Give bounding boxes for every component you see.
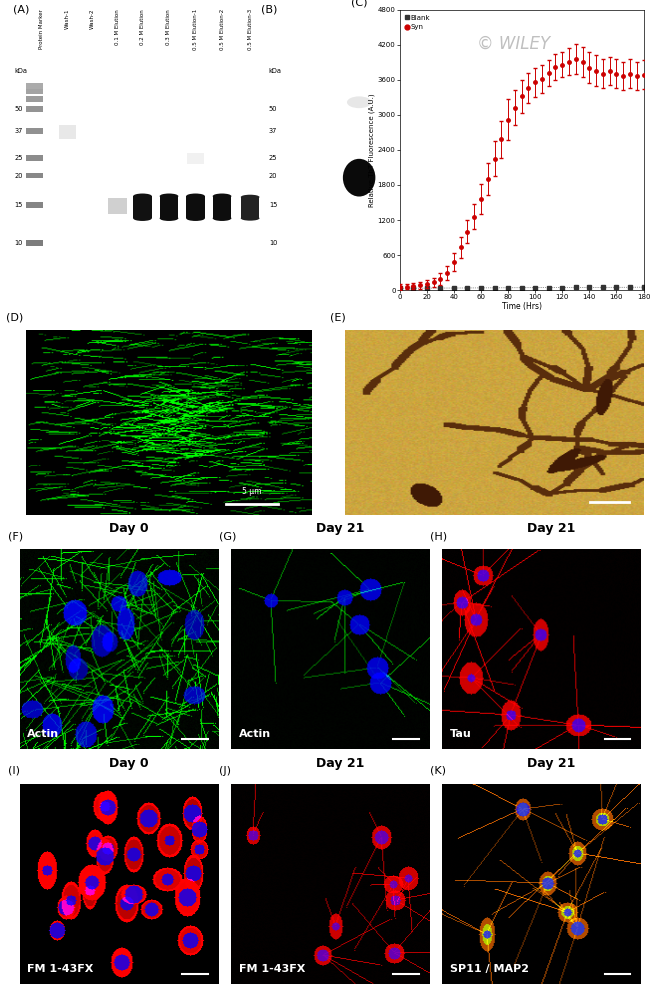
Text: SP11 / MAP2: SP11 / MAP2: [450, 964, 529, 974]
Ellipse shape: [240, 195, 259, 200]
Text: Day 0: Day 0: [109, 522, 148, 535]
Bar: [26, 240, 44, 246]
Text: 0.2 M Elution: 0.2 M Elution: [140, 9, 145, 45]
Text: FM 1-43FX: FM 1-43FX: [239, 964, 305, 974]
Text: Protein Marker: Protein Marker: [38, 9, 44, 48]
Text: (B): (B): [261, 4, 278, 15]
Text: © WILEY: © WILEY: [477, 35, 550, 52]
Text: 5 μm: 5 μm: [242, 488, 262, 496]
Ellipse shape: [186, 194, 205, 199]
Text: Day 21: Day 21: [527, 522, 575, 535]
Text: (F): (F): [8, 531, 23, 541]
Text: Tau: Tau: [450, 729, 472, 739]
Text: Day 21: Day 21: [316, 522, 364, 535]
Text: 15: 15: [14, 202, 23, 208]
Ellipse shape: [133, 216, 152, 221]
Text: (H): (H): [430, 531, 447, 541]
Ellipse shape: [347, 96, 371, 108]
Text: Actin: Actin: [27, 729, 60, 739]
Bar: [26, 202, 44, 208]
Text: Day 21: Day 21: [316, 757, 364, 769]
Text: 0.3 M Elution: 0.3 M Elution: [166, 9, 172, 45]
Text: 25: 25: [269, 155, 278, 161]
Text: 20: 20: [14, 172, 23, 179]
Text: 50: 50: [14, 106, 23, 112]
Text: 0.5 M Elution-3: 0.5 M Elution-3: [248, 9, 253, 50]
Text: (J): (J): [219, 765, 231, 775]
Bar: [240, 197, 259, 219]
Text: 10: 10: [14, 240, 23, 246]
Ellipse shape: [160, 194, 178, 199]
Text: 37: 37: [14, 129, 23, 135]
Ellipse shape: [213, 216, 231, 221]
Text: Wash-1: Wash-1: [65, 9, 70, 30]
Text: 20: 20: [269, 172, 278, 179]
Text: (D): (D): [6, 313, 23, 322]
Text: kDa: kDa: [269, 68, 282, 74]
Bar: [186, 196, 205, 219]
Bar: [26, 129, 44, 135]
Text: 10: 10: [269, 240, 277, 246]
Bar: [59, 126, 76, 138]
Ellipse shape: [240, 216, 259, 221]
Text: kDa: kDa: [14, 68, 27, 74]
Text: Day 21: Day 21: [527, 757, 575, 769]
Text: 0.1 M Elution: 0.1 M Elution: [115, 9, 120, 45]
Text: Actin: Actin: [239, 729, 271, 739]
Ellipse shape: [343, 159, 376, 197]
Bar: [133, 196, 152, 219]
Text: (E): (E): [330, 313, 345, 322]
Text: (C): (C): [351, 0, 367, 7]
Bar: [108, 198, 127, 214]
Text: Wash-2: Wash-2: [90, 9, 95, 30]
Text: Day 0: Day 0: [109, 757, 148, 769]
Bar: [26, 106, 44, 112]
Text: (K): (K): [430, 765, 446, 775]
Text: 37: 37: [269, 129, 277, 135]
Text: 0.5 M Elution-2: 0.5 M Elution-2: [220, 9, 224, 50]
Bar: [187, 153, 204, 164]
Text: (I): (I): [8, 765, 20, 775]
Legend: Blank, Syn: Blank, Syn: [403, 14, 432, 32]
Text: 15: 15: [269, 202, 277, 208]
Bar: [26, 83, 44, 88]
Bar: [26, 172, 44, 178]
Bar: [213, 196, 231, 219]
Bar: [26, 155, 44, 161]
Bar: [160, 196, 178, 219]
Bar: [26, 88, 44, 94]
Text: 25: 25: [14, 155, 23, 161]
X-axis label: Time (Hrs): Time (Hrs): [502, 302, 541, 311]
Ellipse shape: [160, 216, 178, 221]
Text: (A): (A): [13, 4, 30, 15]
Text: (G): (G): [219, 531, 236, 541]
Text: FM 1-43FX: FM 1-43FX: [27, 964, 94, 974]
Ellipse shape: [133, 194, 152, 199]
Y-axis label: Relative ThT Fluorescence (A.U.): Relative ThT Fluorescence (A.U.): [369, 93, 375, 207]
Text: 50: 50: [269, 106, 278, 112]
Bar: [26, 96, 44, 102]
Ellipse shape: [186, 216, 205, 221]
Ellipse shape: [213, 194, 231, 199]
Text: 0.5 M Elution-1: 0.5 M Elution-1: [193, 9, 198, 50]
